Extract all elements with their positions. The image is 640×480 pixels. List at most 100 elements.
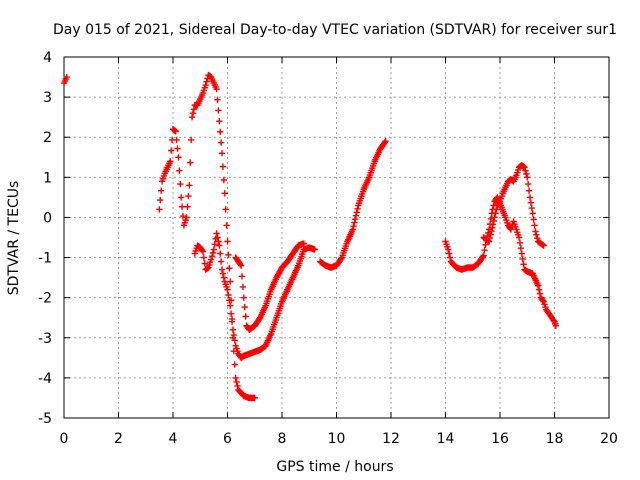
data-point xyxy=(178,203,186,210)
data-point xyxy=(353,209,360,216)
data-point xyxy=(187,136,195,144)
data-point xyxy=(213,85,220,93)
y-tick-label: -2 xyxy=(38,291,52,307)
data-point xyxy=(174,145,181,152)
data-point xyxy=(516,239,524,247)
data-point xyxy=(183,214,190,221)
data-point xyxy=(227,278,234,285)
data-point xyxy=(211,240,218,248)
data-point xyxy=(234,382,241,390)
data-point xyxy=(482,241,489,249)
y-tick-label: -1 xyxy=(38,251,52,267)
data-point xyxy=(524,174,531,181)
data-point xyxy=(495,199,503,206)
data-point xyxy=(337,255,345,262)
data-point xyxy=(490,217,497,225)
x-tick-label: 2 xyxy=(114,431,123,447)
data-point xyxy=(217,250,224,257)
data-point xyxy=(534,282,542,289)
data-point xyxy=(214,96,221,103)
data-point xyxy=(352,212,360,219)
data-point xyxy=(533,231,540,239)
data-point xyxy=(177,180,184,188)
data-point xyxy=(519,255,526,263)
grid xyxy=(64,57,609,418)
data-point xyxy=(184,203,191,210)
x-tick-label: 0 xyxy=(60,431,69,447)
data-point xyxy=(535,286,543,293)
data-point xyxy=(177,194,185,201)
data-point xyxy=(176,167,183,174)
data-point xyxy=(172,128,179,135)
data-point xyxy=(221,190,228,197)
data-point xyxy=(237,261,244,268)
data-point xyxy=(167,158,174,165)
data-point xyxy=(520,261,527,268)
data-point xyxy=(487,231,494,238)
data-point xyxy=(207,256,215,263)
data-point xyxy=(179,212,187,220)
data-point xyxy=(351,215,359,223)
data-point xyxy=(220,176,228,184)
data-point xyxy=(529,210,536,217)
data-point xyxy=(222,206,229,213)
data-point xyxy=(218,266,226,273)
data-point xyxy=(156,206,163,213)
data-point xyxy=(527,199,535,206)
data-point xyxy=(479,253,487,260)
data-point xyxy=(230,331,238,339)
data-point xyxy=(224,238,231,245)
data-point xyxy=(231,337,238,344)
data-point xyxy=(201,260,208,267)
data-point xyxy=(226,297,233,304)
data-point xyxy=(528,204,535,212)
x-tick-label: 4 xyxy=(169,431,178,447)
data-point xyxy=(491,214,498,221)
data-point xyxy=(238,273,246,280)
data-point xyxy=(524,180,532,188)
data-point xyxy=(189,109,197,117)
data-point xyxy=(480,252,487,259)
x-axis-label: GPS time / hours xyxy=(276,459,393,475)
data-point xyxy=(350,222,357,230)
x-tick-label: 16 xyxy=(491,431,509,447)
data-point xyxy=(523,170,530,178)
data-point xyxy=(349,226,357,233)
data-point xyxy=(209,249,217,257)
data-point xyxy=(521,164,528,171)
data-point xyxy=(300,240,307,247)
data-point xyxy=(381,139,388,146)
data-point xyxy=(225,251,232,259)
data-point xyxy=(225,291,232,299)
data-point xyxy=(220,274,228,281)
x-tick-label: 18 xyxy=(546,431,564,447)
data-point xyxy=(489,221,497,228)
data-point xyxy=(485,238,493,245)
data-point xyxy=(240,294,248,301)
data-point xyxy=(185,192,192,200)
data-point xyxy=(233,378,240,386)
data-point xyxy=(224,286,231,293)
data-point xyxy=(525,187,533,194)
data-point xyxy=(351,219,358,226)
data-point xyxy=(218,150,226,157)
data-point xyxy=(228,318,236,325)
data-point xyxy=(223,222,230,229)
data-point xyxy=(539,297,546,304)
data-point xyxy=(199,248,207,255)
data-point xyxy=(203,78,210,85)
data-points xyxy=(60,71,560,402)
data-point xyxy=(492,210,499,217)
data-point xyxy=(481,247,488,254)
data-point xyxy=(202,81,209,89)
data-point xyxy=(237,262,245,269)
data-point xyxy=(531,222,538,229)
data-point xyxy=(354,205,361,213)
data-point xyxy=(536,290,544,297)
data-point xyxy=(198,247,206,254)
data-point xyxy=(173,136,180,144)
data-point xyxy=(445,246,452,253)
x-tick-label: 10 xyxy=(328,431,346,447)
data-point xyxy=(526,194,534,201)
